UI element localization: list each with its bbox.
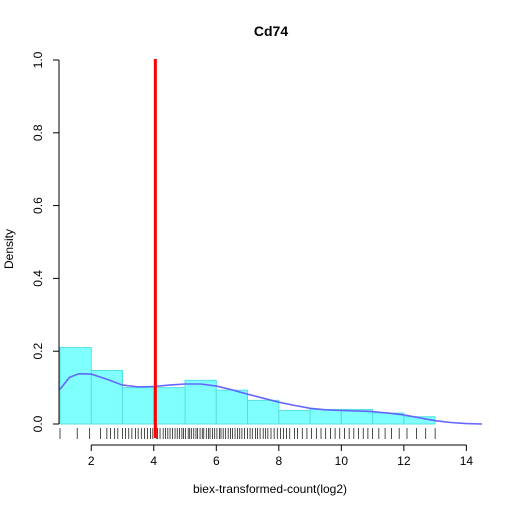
x-tick-label-1: 4 xyxy=(150,454,157,468)
x-tick-label-3: 8 xyxy=(275,454,282,468)
histogram-bar-8 xyxy=(309,408,342,425)
x-tick-label-6: 14 xyxy=(460,454,474,468)
y-axis-label: Density xyxy=(2,229,16,269)
chart-title: Cd74 xyxy=(254,23,288,39)
rug-marks xyxy=(59,428,436,439)
x-tick-label-4: 10 xyxy=(335,454,349,468)
y-tick-label-5: 1.0 xyxy=(31,51,45,68)
histogram-bar-4 xyxy=(184,379,217,425)
x-tick-label-5: 12 xyxy=(397,454,411,468)
y-tick-label-3: 0.6 xyxy=(31,197,45,214)
x-axis: 2 4 6 8 10 12 14 xyxy=(88,444,474,468)
x-axis-label: biex-transformed-count(log2) xyxy=(193,482,347,496)
histogram-bar-0 xyxy=(59,347,92,425)
y-tick-label-2: 0.4 xyxy=(31,270,45,287)
histogram-bar-5 xyxy=(215,389,249,425)
histogram-bar-7 xyxy=(278,410,311,425)
x-tick-label-0: 2 xyxy=(88,454,95,468)
y-tick-label-4: 0.8 xyxy=(31,124,45,141)
histogram-bar-3 xyxy=(153,387,186,425)
density-curve-line xyxy=(59,372,483,425)
histogram-bar-6 xyxy=(247,399,280,425)
y-tick-label-0: 0.0 xyxy=(31,415,45,432)
y-tick-label-1: 0.2 xyxy=(31,343,45,360)
y-axis: 0.0 0.2 0.4 0.6 0.8 1.0 xyxy=(31,51,60,432)
histogram-bar-2 xyxy=(122,387,155,425)
x-tick-label-2: 6 xyxy=(213,454,220,468)
